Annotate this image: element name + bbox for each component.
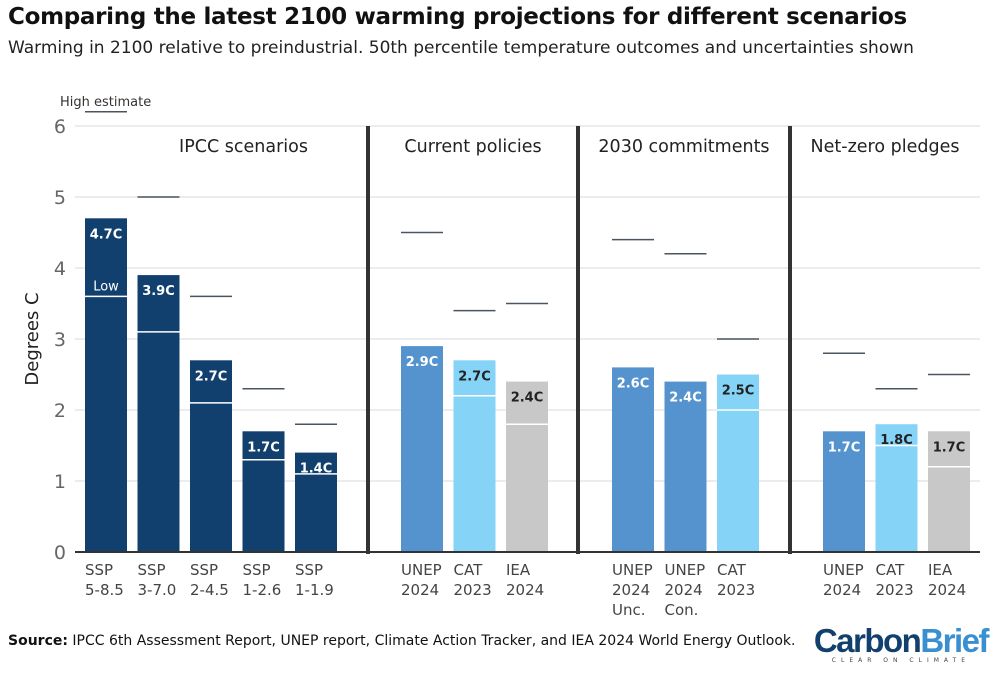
x-tick-label: 2023 [454, 581, 492, 599]
logo-part2: Brief [920, 622, 989, 659]
panel-title: 2030 commitments [598, 137, 769, 157]
x-tick-label: SSP [138, 561, 166, 579]
data-label: 2.7C [195, 369, 228, 384]
bar [928, 431, 970, 552]
legend-high-label: High estimate [60, 95, 151, 110]
y-tick-label: 2 [54, 400, 66, 422]
data-label: 1.8C [880, 433, 913, 448]
data-label: 1.7C [828, 440, 861, 455]
x-tick-label: 2024 [928, 581, 966, 599]
x-tick-label: CAT [717, 561, 747, 579]
x-tick-label: CAT [454, 561, 484, 579]
logo-part1: Carbon [813, 622, 922, 659]
data-label: 2.6C [617, 376, 650, 391]
data-label: 2.7C [458, 369, 491, 384]
panel-title: IPCC scenarios [179, 137, 308, 157]
x-tick-label: Unc. [612, 601, 646, 619]
x-tick-label: 1-2.6 [243, 581, 282, 599]
x-tick-label: UNEP [665, 561, 706, 579]
x-tick-label: CAT [876, 561, 906, 579]
chart-title: Comparing the latest 2100 warming projec… [8, 4, 907, 30]
x-tick-label: 2023 [876, 581, 914, 599]
y-tick-label: 0 [54, 542, 66, 564]
x-tick-label: 2024 [401, 581, 439, 599]
y-tick-label: 5 [54, 187, 66, 209]
chart-subtitle: Warming in 2100 relative to preindustria… [8, 38, 914, 58]
data-label: 2.5C [722, 384, 755, 399]
y-tick-label: 3 [54, 329, 66, 351]
x-tick-label: SSP [190, 561, 218, 579]
x-tick-label: IEA [928, 561, 953, 579]
x-tick-label: 2024 [506, 581, 544, 599]
y-axis-label: Degrees C [22, 292, 43, 385]
data-label: 1.7C [247, 440, 280, 455]
data-label: 2.4C [511, 391, 544, 406]
data-label: 3.9C [142, 284, 175, 299]
x-tick-label: 1-1.9 [295, 581, 334, 599]
y-tick-label: 4 [54, 258, 66, 280]
bar [85, 218, 127, 553]
bar [401, 346, 443, 552]
x-tick-label: SSP [295, 561, 323, 579]
bar [295, 452, 337, 552]
y-tick-label: 6 [54, 116, 66, 138]
legend-low-label: Low [93, 279, 119, 294]
data-label: 2.9C [406, 355, 439, 370]
source-text: IPCC 6th Assessment Report, UNEP report,… [67, 633, 796, 649]
panel-title: Net-zero pledges [811, 137, 960, 157]
bar [137, 275, 180, 552]
x-tick-label: IEA [506, 561, 531, 579]
x-tick-label: 3-7.0 [138, 581, 177, 599]
x-tick-label: Con. [665, 601, 699, 619]
x-tick-label: 5-8.5 [85, 581, 124, 599]
panel-title: Current policies [404, 137, 541, 157]
x-tick-label: 2023 [717, 581, 755, 599]
data-label: 2.4C [669, 391, 702, 406]
bar [242, 431, 285, 552]
x-tick-label: SSP [243, 561, 271, 579]
bar [612, 367, 654, 552]
bar [506, 381, 548, 552]
x-tick-label: 2024 [665, 581, 703, 599]
bar [190, 360, 232, 552]
data-label: 1.7C [933, 440, 966, 455]
bar [664, 381, 707, 552]
source-label: Source: [8, 633, 68, 649]
bar [823, 431, 865, 552]
carbonbrief-logo: CarbonBrief CLEAR ON CLIMATE [813, 622, 990, 664]
x-tick-label: 2024 [823, 581, 861, 599]
data-label: 1.4C [300, 462, 333, 477]
data-label: 4.7C [90, 227, 123, 242]
x-tick-label: SSP [85, 561, 113, 579]
source-note: Source: IPCC 6th Assessment Report, UNEP… [8, 633, 795, 649]
x-tick-label: 2-4.5 [190, 581, 229, 599]
y-tick-label: 1 [54, 471, 66, 493]
x-tick-label: 2024 [612, 581, 650, 599]
x-tick-label: UNEP [401, 561, 442, 579]
x-tick-label: UNEP [612, 561, 653, 579]
bar [717, 374, 759, 552]
logo-tagline: CLEAR ON CLIMATE [831, 657, 970, 664]
x-tick-label: UNEP [823, 561, 864, 579]
bar [453, 360, 496, 552]
